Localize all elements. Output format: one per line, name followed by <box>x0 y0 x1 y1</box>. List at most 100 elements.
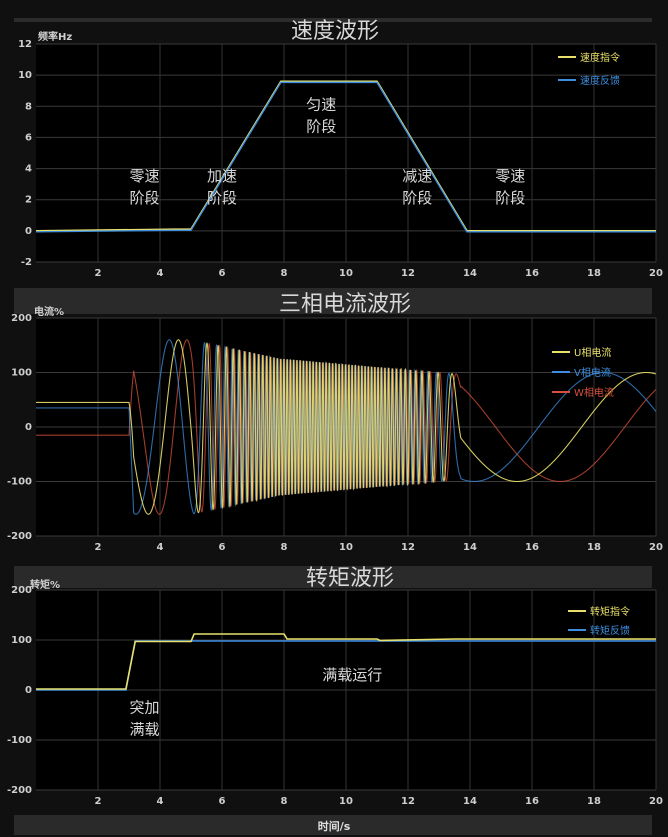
annotation-label: 加速 <box>207 167 237 185</box>
annotation-label: 突加 <box>129 699 159 717</box>
y-tick-label: -200 <box>7 531 32 542</box>
x-tick-label: 16 <box>525 268 539 279</box>
annotation-label: 匀速 <box>306 95 336 113</box>
speed-y-axis-label: 频率Hz <box>38 30 72 43</box>
speed-panel: 速度波形 频率Hz -2 0 2 4 6 8 10 12 2 4 6 8 10 12 14 16 18 20 零… <box>0 0 668 283</box>
x-tick-label: 4 <box>157 542 164 553</box>
x-tick-label: 18 <box>587 268 601 279</box>
y-tick-label: 2 <box>25 195 32 206</box>
y-tick-label: 0 <box>25 685 32 696</box>
x-tick-label: 6 <box>219 268 226 279</box>
x-tick-label: 8 <box>281 268 288 279</box>
current-y-axis-label: 电流% <box>34 305 64 318</box>
x-tick-label: 2 <box>95 542 102 553</box>
current-legend: U相电流 V相电流 W相电流 <box>552 346 614 399</box>
y-tick-label: 200 <box>11 585 32 596</box>
annotation-label: 阶段 <box>495 189 525 207</box>
x-tick-label: 4 <box>157 796 164 807</box>
torque-series-lines <box>36 633 656 691</box>
legend-label-torque-cmd: 转矩指令 <box>590 605 630 618</box>
legend-label-speed-cmd: 速度指令 <box>580 51 620 64</box>
y-tick-label: 4 <box>25 164 32 175</box>
y-tick-label: 12 <box>18 39 32 50</box>
x-tick-label: 6 <box>219 796 226 807</box>
y-tick-label: 8 <box>25 101 32 112</box>
annotation-label: 减速 <box>402 167 432 185</box>
y-tick-label: 200 <box>11 313 32 324</box>
speed-x-ticks: 2 4 6 8 10 12 14 16 18 20 <box>95 268 663 279</box>
x-tick-label: 6 <box>219 542 226 553</box>
y-tick-label: 100 <box>11 368 32 379</box>
legend-label-v-phase: V相电流 <box>574 366 611 379</box>
current-chart-title: 三相电流波形 <box>279 292 411 317</box>
x-tick-label: 2 <box>95 796 102 807</box>
x-tick-label: 14 <box>463 796 477 807</box>
speed-y-ticks: -2 0 2 4 6 8 10 12 <box>18 39 32 268</box>
x-tick-label: 8 <box>281 796 288 807</box>
x-tick-label: 20 <box>649 796 663 807</box>
series-line <box>36 339 657 515</box>
x-tick-label: 16 <box>525 542 539 553</box>
y-tick-label: -200 <box>7 785 32 796</box>
current-title-bar <box>14 288 652 314</box>
x-tick-label: 14 <box>463 542 477 553</box>
torque-y-axis-label: 转矩% <box>30 578 60 591</box>
legend-label-speed-fb: 速度反馈 <box>580 74 620 87</box>
annotation-label: 零速 <box>129 167 159 185</box>
torque-chart-title: 转矩波形 <box>306 566 394 591</box>
annotation-label: 阶段 <box>207 189 237 207</box>
y-tick-label: 100 <box>11 635 32 646</box>
y-tick-label: 6 <box>25 132 32 143</box>
annotation-label: 阶段 <box>129 189 159 207</box>
annotation-label: 阶段 <box>306 117 336 135</box>
annotation-label: 满载运行 <box>322 666 382 684</box>
x-tick-label: 10 <box>339 268 353 279</box>
speed-legend: 速度指令 速度反馈 <box>558 51 620 87</box>
x-tick-label: 10 <box>339 542 353 553</box>
y-tick-label: -100 <box>7 477 32 488</box>
series-line <box>36 633 656 690</box>
legend-label-w-phase: W相电流 <box>574 386 614 399</box>
x-tick-label: 14 <box>463 268 477 279</box>
series-line <box>35 81 656 233</box>
annotation-label: 满载 <box>129 721 159 739</box>
x-tick-label: 16 <box>525 796 539 807</box>
annotation-label: 零速 <box>495 167 525 185</box>
x-tick-label: 8 <box>281 542 288 553</box>
x-axis-label-bar <box>14 815 652 835</box>
x-tick-label: 20 <box>649 268 663 279</box>
torque-legend: 转矩指令 转矩反馈 <box>568 605 630 637</box>
x-tick-label: 12 <box>401 542 415 553</box>
speed-series-lines <box>35 80 656 233</box>
x-axis-label: 时间/s <box>318 819 351 833</box>
torque-x-ticks: 2 4 6 8 10 12 14 16 18 20 <box>95 796 663 807</box>
torque-title-bar <box>14 566 652 588</box>
x-tick-label: 20 <box>649 542 663 553</box>
x-tick-label: 12 <box>401 796 415 807</box>
x-tick-label: 18 <box>587 542 601 553</box>
current-panel: 三相电流波形 电流% -200 -100 0 100 200 2 4 6 8 10 12 14 16 1… <box>0 283 668 566</box>
annotation-label: 阶段 <box>402 189 432 207</box>
legend-label-u-phase: U相电流 <box>574 346 611 359</box>
current-y-ticks: -200 -100 0 100 200 <box>7 313 32 542</box>
torque-y-ticks: -200 -100 0 100 200 <box>7 585 32 796</box>
y-tick-label: 0 <box>25 422 32 433</box>
speed-chart-title: 速度波形 <box>291 19 379 44</box>
y-tick-label: -2 <box>21 257 32 268</box>
y-tick-label: -100 <box>7 735 32 746</box>
current-x-ticks: 2 4 6 8 10 12 14 16 18 20 <box>95 542 663 553</box>
x-tick-label: 12 <box>401 268 415 279</box>
current-series-lines <box>36 339 657 515</box>
x-tick-label: 2 <box>95 268 102 279</box>
speed-grid <box>36 43 657 263</box>
y-tick-label: 0 <box>25 226 32 237</box>
y-tick-label: 10 <box>18 70 32 81</box>
x-tick-label: 4 <box>157 268 164 279</box>
torque-grid <box>36 589 657 791</box>
speed-title-bar <box>14 18 652 22</box>
